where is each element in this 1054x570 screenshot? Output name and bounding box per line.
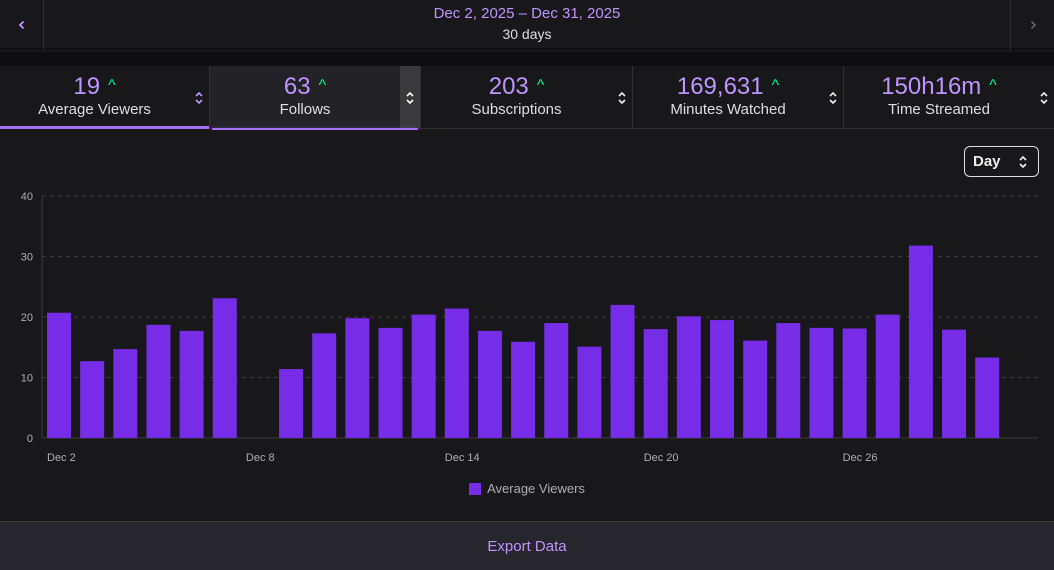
bar-dec-25[interactable]	[809, 327, 834, 438]
bar-dec-29[interactable]	[942, 329, 967, 438]
bar-dec-7[interactable]	[212, 298, 237, 438]
sort-button-highlight[interactable]	[400, 66, 420, 128]
metric-value: 150h16m	[881, 73, 982, 100]
metric-value: 169,631	[676, 73, 764, 100]
metric-tabs: 19 ^ Average Viewers 63 ^ Follows 203 ^ Sub…	[0, 66, 1054, 131]
metric-label: Time Streamed	[888, 101, 990, 118]
sort-icon[interactable]	[404, 90, 416, 106]
trend-up-icon: ^	[536, 77, 545, 94]
bar-dec-19[interactable]	[610, 304, 635, 438]
bar-dec-26[interactable]	[842, 328, 867, 438]
metric-value: 63	[283, 73, 311, 100]
next-range-button[interactable]	[1010, 0, 1054, 50]
select-arrows-icon	[1019, 155, 1027, 169]
bar-dec-18[interactable]	[577, 346, 602, 438]
trend-up-icon: ^	[989, 77, 997, 94]
sort-icon[interactable]	[1038, 90, 1050, 106]
x-tick-label: Dec 8	[246, 452, 275, 464]
bar-dec-24[interactable]	[776, 323, 801, 438]
chart-panel: 0 10 20 30 40 Dec 2 Dec 8 Dec 14 Dec 20 Dec 26 Da…	[0, 130, 1054, 521]
date-range-header: Dec 2, 2025 – Dec 31, 2025 30 days	[0, 0, 1054, 50]
bar-dec-30[interactable]	[975, 357, 1000, 438]
bar-dec-28[interactable]	[908, 245, 933, 438]
trend-up-icon: ^	[771, 77, 780, 94]
bar-dec-10[interactable]	[312, 333, 337, 438]
bar-dec-6[interactable]	[179, 330, 204, 438]
y-tick-label: 10	[21, 373, 33, 385]
bar-dec-15[interactable]	[477, 330, 502, 438]
bar-dec-23[interactable]	[743, 340, 768, 438]
trend-up-icon: ^	[318, 77, 327, 94]
export-data-button[interactable]: Export Data	[487, 537, 567, 555]
metric-label: Minutes Watched	[670, 101, 786, 118]
bar-dec-22[interactable]	[710, 320, 734, 438]
sort-icon[interactable]	[193, 90, 205, 106]
legend-label: Average Viewers	[487, 481, 585, 496]
metric-value: 19	[73, 73, 101, 100]
hover-indicator	[212, 128, 418, 131]
footer-bar: Export Data	[0, 521, 1054, 570]
active-tab-indicator	[0, 126, 209, 129]
bar-dec-27[interactable]	[875, 314, 900, 438]
bar-chart: 0 10 20 30 40 Dec 2 Dec 8 Dec 14 Dec 20 Dec 26	[21, 191, 1038, 464]
sort-icon[interactable]	[827, 90, 839, 106]
previous-range-button[interactable]	[0, 0, 44, 50]
metric-label: Average Viewers	[38, 101, 151, 118]
bar-dec-4[interactable]	[113, 349, 138, 438]
metric-tab-time-streamed[interactable]: 150h16m ^ Time Streamed	[844, 66, 1054, 128]
metric-label: Follows	[279, 101, 331, 118]
bar-dec-3[interactable]	[80, 361, 105, 438]
chevron-right-icon	[1030, 20, 1036, 30]
x-tick-label: Dec 20	[644, 452, 679, 464]
trend-up-icon: ^	[108, 77, 116, 94]
bar-dec-11[interactable]	[345, 318, 370, 438]
bar-dec-17[interactable]	[544, 323, 569, 438]
y-tick-label: 40	[21, 191, 33, 203]
bar-dec-20[interactable]	[643, 329, 668, 438]
bar-dec-12[interactable]	[378, 327, 403, 438]
metric-label: Subscriptions	[471, 101, 562, 118]
bar-dec-2[interactable]	[47, 312, 71, 438]
y-tick-label: 0	[27, 433, 33, 445]
legend-swatch	[469, 483, 482, 495]
bar-dec-16[interactable]	[511, 341, 536, 438]
chart-legend: Average Viewers	[0, 481, 1054, 496]
date-range: Dec 2, 2025 – Dec 31, 2025 30 days	[44, 5, 1010, 43]
y-tick-label: 20	[21, 312, 33, 324]
bar-dec-14[interactable]	[444, 308, 469, 438]
interval-select-value: Day	[973, 153, 1001, 170]
bar-dec-9[interactable]	[279, 369, 304, 438]
y-tick-label: 30	[21, 252, 33, 264]
bar-dec-21[interactable]	[676, 316, 701, 438]
chevron-left-icon	[18, 20, 24, 30]
x-tick-label: Dec 14	[445, 452, 480, 464]
x-tick-label: Dec 2	[47, 452, 76, 464]
metric-tab-minutes-watched[interactable]: 169,631 ^ Minutes Watched	[633, 66, 844, 128]
x-tick-label: Dec 26	[843, 452, 878, 464]
date-range-duration: 30 days	[502, 26, 552, 42]
interval-select[interactable]: Day	[964, 146, 1039, 177]
bar-dec-5[interactable]	[146, 324, 171, 438]
bar-dec-13[interactable]	[411, 314, 436, 438]
sort-icon[interactable]	[616, 90, 628, 106]
metric-value: 203	[488, 73, 529, 100]
metric-tab-subscriptions[interactable]: 203 ^ Subscriptions	[421, 66, 633, 128]
metric-tab-follows[interactable]: 63 ^ Follows	[210, 66, 421, 131]
date-range-text: Dec 2, 2025 – Dec 31, 2025	[433, 5, 621, 22]
separator-band	[0, 52, 1054, 66]
metric-tab-average-viewers[interactable]: 19 ^ Average Viewers	[0, 66, 210, 129]
